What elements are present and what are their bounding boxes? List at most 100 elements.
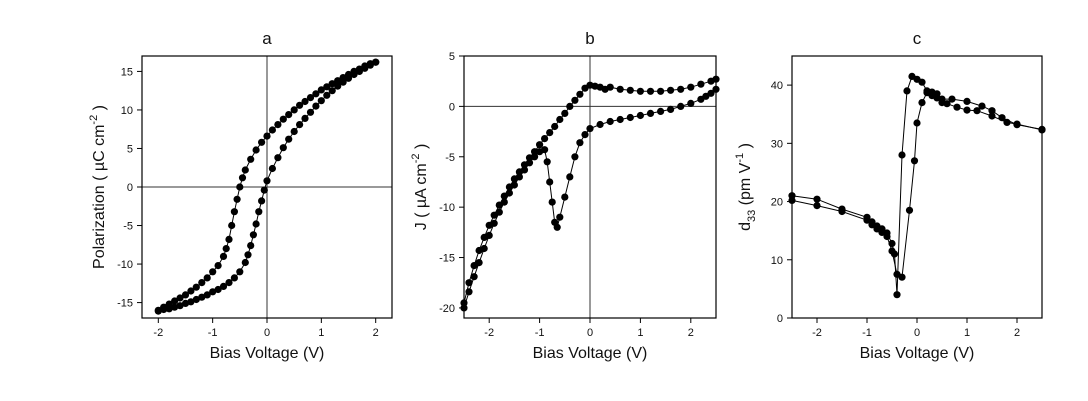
data-point (1013, 120, 1021, 128)
data-point (898, 151, 906, 159)
data-point (838, 205, 846, 213)
data-point (525, 159, 534, 167)
data-point (323, 91, 331, 99)
data-point (576, 90, 584, 98)
data-point (566, 173, 574, 181)
y-axis-label: J ( µA cm-2 ) (410, 144, 430, 231)
panel-label: a (262, 29, 272, 48)
data-point (616, 85, 624, 93)
x-tick-label: 2 (1014, 327, 1020, 339)
data-point (192, 283, 200, 291)
data-point (230, 208, 238, 216)
data-point (339, 78, 347, 86)
data-point (290, 106, 298, 114)
data-point (626, 113, 634, 122)
data-point (636, 111, 645, 120)
data-point (978, 102, 986, 110)
data-point (209, 268, 217, 276)
data-point (219, 252, 228, 260)
data-point (596, 120, 604, 129)
x-tick-label: 1 (964, 327, 970, 339)
data-point (520, 166, 529, 174)
data-point (636, 87, 645, 95)
y-axis-label-end: ) (413, 144, 430, 154)
y-tick-label: 40 (771, 80, 783, 92)
x-tick-label: -1 (208, 327, 218, 339)
data-point (228, 221, 236, 230)
data-point (238, 174, 247, 182)
data-point (586, 125, 594, 133)
data-point (548, 198, 556, 206)
data-point (214, 285, 222, 294)
data-point (306, 94, 315, 102)
x-axis-label: Bias Voltage (V) (533, 345, 648, 362)
x-tick-label: 2 (688, 327, 694, 339)
x-axis-label: Bias Voltage (V) (210, 345, 325, 362)
data-point (910, 157, 919, 165)
y-tick-label: -15 (439, 253, 455, 265)
y-tick-label: 10 (121, 105, 133, 117)
data-point (249, 231, 257, 239)
data-point (171, 297, 179, 305)
data-point (192, 295, 200, 304)
data-point (465, 288, 473, 296)
y-tick-label: -5 (123, 221, 133, 233)
data-point (236, 268, 244, 276)
data-point (263, 177, 271, 185)
data-point (531, 153, 539, 161)
data-point (581, 131, 589, 139)
plot-frame (791, 55, 1043, 319)
data-point (372, 58, 380, 66)
data-point (495, 208, 503, 216)
data-point (948, 95, 956, 103)
data-point (863, 213, 871, 221)
data-point (500, 198, 508, 206)
y-tick-label: 10 (771, 255, 783, 267)
data-point (1003, 118, 1011, 126)
data-point (677, 85, 685, 93)
y-tick-label: 20 (771, 197, 783, 209)
data-point (252, 220, 260, 228)
data-point (247, 155, 255, 163)
x-tick-label: -2 (484, 327, 494, 339)
x-tick-label: 2 (373, 327, 379, 339)
data-point (556, 115, 564, 124)
data-point (312, 90, 320, 98)
data-point (657, 87, 665, 95)
x-tick-label: -1 (862, 327, 872, 339)
data-point (323, 83, 331, 91)
data-point (903, 87, 911, 95)
data-point (893, 291, 901, 299)
data-point (953, 103, 961, 111)
data-point (475, 259, 483, 267)
data-point (571, 153, 579, 161)
data-point (918, 78, 926, 86)
data-point (561, 193, 569, 201)
data-point (571, 96, 579, 104)
data-point (551, 218, 559, 226)
y-tick-label: 15 (121, 66, 133, 78)
data-point (328, 87, 336, 95)
data-point (279, 115, 287, 123)
data-point (973, 107, 981, 115)
data-point (667, 86, 675, 94)
data-point (873, 222, 881, 230)
data-point (988, 107, 996, 115)
data-point (546, 129, 554, 137)
data-point (203, 291, 211, 299)
data-point (361, 64, 369, 72)
data-point (556, 213, 564, 221)
data-point (317, 97, 325, 105)
data-point (546, 178, 554, 186)
x-tick-label: -1 (535, 327, 545, 339)
data-point (626, 86, 634, 94)
data-point (241, 258, 249, 267)
data-point (263, 132, 271, 140)
y-tick-label: 5 (127, 143, 133, 155)
data-point (285, 111, 293, 119)
y-axis-label-main: d (737, 222, 754, 231)
data-point (344, 74, 353, 82)
data-point (813, 195, 821, 203)
data-point (279, 144, 287, 152)
